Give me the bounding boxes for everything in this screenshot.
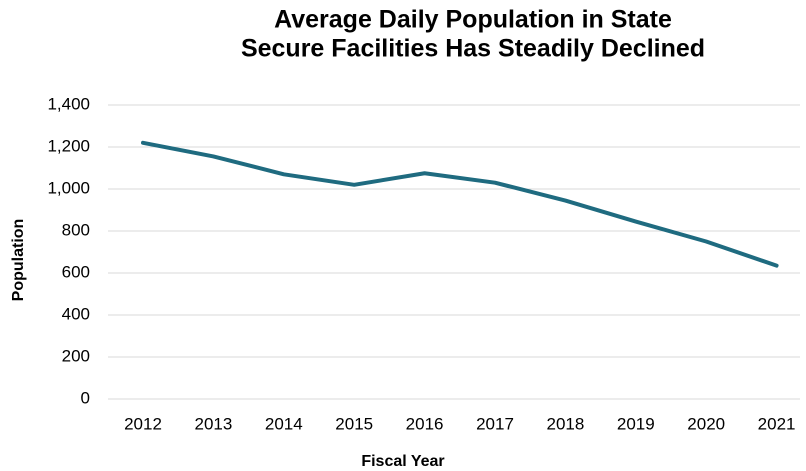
y-tick-label: 400: [62, 304, 90, 323]
x-tick-label: 2019: [617, 414, 655, 433]
x-tick-label: 2014: [265, 414, 303, 433]
x-tick-label: 2018: [546, 414, 584, 433]
y-tick-label: 1,000: [47, 178, 90, 197]
chart-title: Secure Facilities Has Steadily Declined: [241, 35, 705, 63]
y-tick-label: 1,400: [47, 94, 90, 113]
y-tick-label: 1,200: [47, 136, 90, 155]
y-tick-label: 800: [62, 220, 90, 239]
data-line: [141, 140, 779, 268]
x-tick-label: 2020: [687, 414, 725, 433]
x-tick-label: 2012: [124, 414, 162, 433]
y-tick-label: 0: [81, 388, 90, 407]
y-axis-label: Population: [10, 219, 27, 302]
x-tick-label: 2013: [194, 414, 232, 433]
y-tick-label: 600: [62, 262, 90, 281]
x-tick-label: 2016: [406, 414, 444, 433]
x-tick-label: 2017: [476, 414, 514, 433]
y-tick-label: 200: [62, 346, 90, 365]
x-tick-label: 2021: [758, 414, 796, 433]
x-tick-label: 2015: [335, 414, 373, 433]
chart-title: Average Daily Population in State: [274, 6, 672, 34]
x-axis-label: Fiscal Year: [361, 453, 444, 470]
